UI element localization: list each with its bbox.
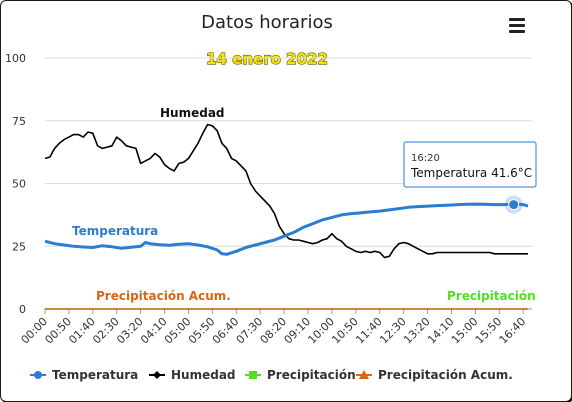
annotation-precipitacion: Precipitación xyxy=(447,289,536,303)
legend-item-humedad[interactable]: Humedad xyxy=(149,368,236,382)
x-tick-label: 14:10 xyxy=(425,315,457,347)
x-tick-label: 09:10 xyxy=(282,315,314,347)
y-tick-label: 100 xyxy=(5,52,26,65)
x-tick-label: 05:00 xyxy=(162,315,194,347)
x-tick-label: 03:20 xyxy=(114,315,146,347)
x-tick-label: 04:10 xyxy=(138,315,170,347)
highlight-point[interactable] xyxy=(508,199,520,211)
x-axis-ticks: 00:0000:5001:4002:3003:2004:1005:0005:50… xyxy=(19,309,529,347)
x-tick-label: 10:50 xyxy=(329,315,361,347)
legend-label: Precipitación Acum. xyxy=(378,368,513,382)
x-tick-label: 16:40 xyxy=(497,315,529,347)
series-group xyxy=(44,123,529,310)
legend-item-temperatura[interactable]: Temperatura xyxy=(30,368,138,382)
triangle-line-icon xyxy=(359,370,369,379)
x-tick-label: 08:20 xyxy=(258,315,290,347)
legend-item-precipitaci-n-acum-[interactable]: Precipitación Acum. xyxy=(356,368,513,382)
y-tick-label: 75 xyxy=(12,115,26,128)
legend-label: Temperatura xyxy=(52,368,138,382)
x-tick-label: 06:40 xyxy=(210,315,242,347)
y-axis-ticks: 0 25 50 75 100 xyxy=(5,52,26,316)
x-tick-label: 15:00 xyxy=(449,315,481,347)
hamburger-menu-icon[interactable] xyxy=(509,18,525,33)
x-tick-label: 01:40 xyxy=(66,315,98,347)
x-tick-label: 10:00 xyxy=(305,315,337,347)
annotation-precip-acum: Precipitación Acum. xyxy=(96,289,231,303)
x-tick-label: 11:40 xyxy=(353,315,385,347)
x-tick-label: 13:20 xyxy=(401,315,433,347)
annotation-humedad: Humedad xyxy=(160,106,225,120)
legend-label: Humedad xyxy=(171,368,236,382)
y-tick-label: 0 xyxy=(19,303,26,316)
legend: Temperatura Humedad Precipitación Precipita… xyxy=(30,368,513,382)
x-tick-label: 12:30 xyxy=(377,315,409,347)
x-tick-label: 05:50 xyxy=(186,315,218,347)
y-tick-label: 50 xyxy=(12,178,26,191)
legend-label: Precipitación xyxy=(267,368,356,382)
chart-title: Datos horarios xyxy=(201,12,333,33)
x-tick-label: 00:00 xyxy=(19,315,51,347)
x-tick-label: 07:30 xyxy=(234,315,266,347)
x-tick-label: 00:50 xyxy=(42,315,74,347)
tooltip-time: 16:20 xyxy=(411,153,440,164)
series-line-humedad xyxy=(44,123,528,259)
x-tick-label: 15:50 xyxy=(473,315,505,347)
legend-item-precipitaci-n[interactable]: Precipitación xyxy=(245,368,356,382)
annotation-temperatura: Temperatura xyxy=(72,224,158,238)
tooltip: 16:20 Temperatura 41.6°C xyxy=(403,141,537,188)
series-line-temperatura xyxy=(44,202,529,256)
x-tick-label: 02:30 xyxy=(90,315,122,347)
tooltip-value: Temperatura 41.6°C xyxy=(410,166,532,180)
diamond-line-icon xyxy=(153,371,161,379)
chart-subtitle: 14 enero 2022 xyxy=(206,50,328,68)
circle-line-icon xyxy=(34,371,42,379)
y-tick-label: 25 xyxy=(12,240,26,253)
square-line-icon xyxy=(249,371,257,379)
